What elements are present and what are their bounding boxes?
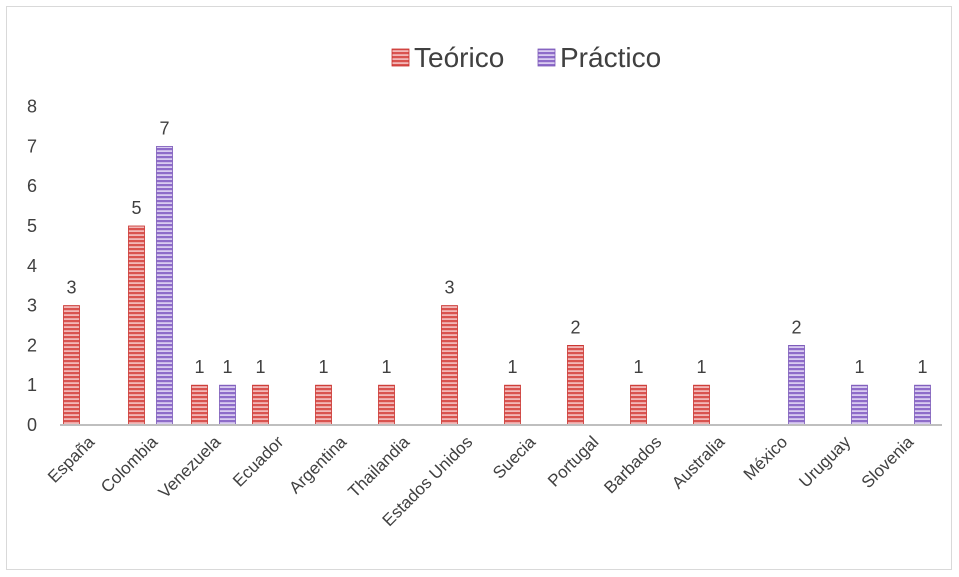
x-tick-label: Slovenia [858,432,918,492]
y-tick-label: 8 [27,97,37,117]
y-tick-label: 0 [27,415,37,435]
data-label: 1 [255,357,265,377]
y-tick-label: 1 [27,375,37,395]
data-label: 1 [194,357,204,377]
x-tick-label: México [740,432,792,484]
bar-teorico [63,305,80,426]
bar-teorico [315,384,332,426]
y-tick-label: 3 [27,296,37,316]
legend-label-teorico: Teórico [414,42,504,73]
y-tick-label: 7 [27,136,37,156]
bar-teorico [441,305,458,426]
bar-practico [788,344,805,426]
x-tick-label: Barbados [600,432,665,497]
data-label: 1 [222,357,232,377]
data-label: 1 [318,357,328,377]
legend-swatch-practico [537,48,556,67]
data-label: 1 [696,357,706,377]
y-tick-label: 6 [27,176,37,196]
data-label: 1 [381,357,391,377]
x-tick-label: Ecuador [229,432,287,490]
y-tick-label: 4 [27,256,37,276]
legend-label-practico: Práctico [560,42,661,73]
bar-teorico [252,384,269,426]
x-tick-label: Argentina [285,432,350,497]
x-tick-label: Venezuela [155,432,225,502]
legend: Teórico Práctico [391,42,661,73]
x-tick-label: Uruguay [795,432,854,491]
data-label: 5 [131,198,141,218]
y-axis: 0 1 2 3 4 5 6 7 8 [27,97,37,435]
bar-teorico [191,384,208,426]
bar-practico [156,145,173,426]
x-tick-label: Colombia [97,432,162,497]
x-tick-label: Suecia [489,432,540,483]
bar-practico [914,384,931,426]
bar-practico [851,384,868,426]
data-label: 1 [854,357,864,377]
y-tick-label: 2 [27,335,37,355]
data-label: 7 [159,118,169,138]
x-tick-label: España [44,432,99,487]
data-label: 1 [917,357,927,377]
data-label: 1 [633,357,643,377]
x-tick-label: Australia [668,432,729,493]
bar-teorico [693,384,710,426]
data-label: 2 [570,317,580,337]
legend-swatch-teorico [391,48,410,67]
data-label: 3 [444,278,454,298]
bar-teorico [504,384,521,426]
data-label: 3 [66,278,76,298]
bar-teorico [630,384,647,426]
y-tick-label: 5 [27,216,37,236]
data-label: 1 [507,357,517,377]
bar-teorico [567,344,584,426]
bar-practico [219,384,236,426]
x-tick-label: Portugal [544,432,602,490]
bar-teorico [378,384,395,426]
data-label: 2 [791,317,801,337]
bar-teorico [128,225,145,426]
